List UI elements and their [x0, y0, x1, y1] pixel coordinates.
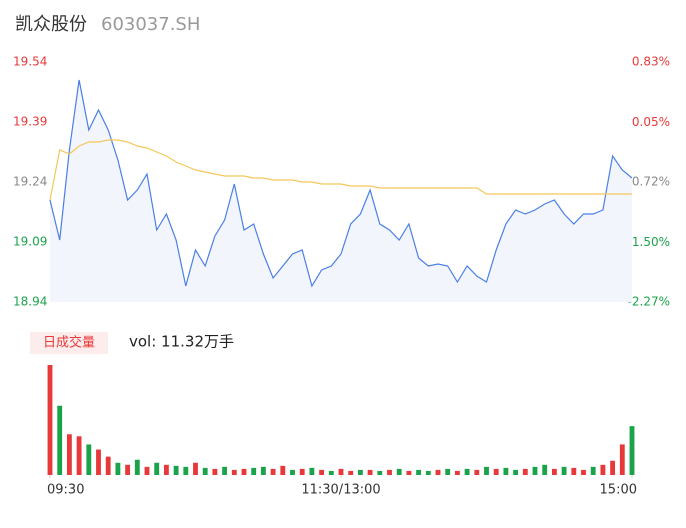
volume-bar — [522, 468, 528, 475]
volume-bar — [406, 470, 412, 475]
y2-tick-label: 0.05% — [632, 115, 670, 129]
volume-bar — [348, 470, 354, 475]
volume-total: vol: 11.32万手 — [129, 333, 234, 351]
volume-bar — [115, 462, 121, 475]
volume-bar — [173, 465, 179, 475]
volume-bar — [134, 459, 140, 475]
volume-bar — [86, 444, 92, 475]
volume-bar — [309, 467, 315, 475]
stock-code: 603037.SH — [101, 14, 200, 35]
volume-bar — [581, 469, 586, 475]
volume-bar — [319, 469, 325, 475]
volume-bar — [425, 470, 431, 475]
price-line — [49, 79, 633, 288]
volume-bar — [513, 469, 519, 475]
volume-bar — [299, 468, 305, 475]
volume-bar — [435, 469, 441, 475]
volume-bar — [260, 466, 266, 475]
volume-bar — [445, 468, 451, 475]
volume-bar — [493, 468, 499, 475]
volume-bar — [503, 467, 509, 475]
stock-name: 凯众股份 — [15, 14, 87, 35]
volume-bar — [231, 469, 237, 475]
volume-bar — [96, 449, 101, 475]
volume-bar — [610, 460, 616, 475]
volume-bar — [474, 469, 480, 475]
volume-bar — [396, 468, 402, 475]
volume-bar — [76, 436, 82, 475]
volume-bar — [144, 466, 150, 475]
volume-bar — [280, 465, 286, 475]
volume-bar — [387, 469, 392, 475]
volume-bar — [193, 462, 198, 475]
volume-bar — [222, 466, 228, 475]
x-tick-label: 09:30 — [47, 483, 84, 498]
volume-bar — [619, 444, 625, 475]
volume-bar — [154, 462, 160, 475]
volume-bar — [66, 434, 72, 475]
y-tick-label: 18.94 — [13, 295, 47, 309]
volume-bar — [532, 466, 538, 475]
volume-bar — [241, 468, 247, 475]
volume-bar — [338, 468, 344, 475]
volume-bar — [416, 469, 422, 475]
volume-bar — [561, 466, 567, 475]
volume-bar — [590, 466, 596, 475]
volume-bar — [367, 469, 373, 475]
volume-bar — [629, 426, 635, 475]
volume-bar — [57, 405, 63, 475]
volume-bar — [105, 456, 111, 475]
volume-bar — [202, 467, 208, 475]
volume-bar — [571, 467, 577, 475]
y2-tick-label: -2.27% — [628, 295, 670, 309]
volume-bar — [270, 468, 276, 475]
volume-bar — [377, 470, 383, 475]
y-tick-label: 19.39 — [13, 115, 47, 129]
volume-bar — [47, 365, 53, 475]
volume-bar — [357, 469, 363, 475]
y2-tick-label: -1.50% — [628, 235, 670, 249]
volume-bar — [542, 464, 548, 475]
volume-bar — [464, 468, 470, 475]
volume-bar — [183, 466, 189, 475]
volume-bar — [551, 468, 557, 475]
volume-bar — [328, 470, 334, 475]
price-area — [50, 80, 632, 302]
y-tick-label: 19.24 — [13, 175, 47, 189]
volume-bar — [454, 470, 460, 475]
y2-tick-label: 0.83% — [632, 55, 670, 69]
volume-bar — [212, 468, 218, 475]
x-tick-label: 11:30/13:00 — [301, 483, 380, 498]
volume-bar — [163, 464, 169, 475]
volume-bar — [600, 464, 606, 475]
x-tick-label: 15:00 — [600, 483, 637, 498]
volume-bar — [251, 467, 257, 475]
y-tick-label: 19.09 — [13, 235, 47, 249]
y2-tick-label: -0.72% — [628, 175, 670, 189]
volume-bar — [125, 464, 131, 475]
volume-bar — [290, 469, 295, 475]
volume-label-box — [30, 332, 108, 354]
volume-bar — [484, 466, 489, 475]
y-tick-label: 19.54 — [13, 55, 47, 69]
volume-label: 日成交量 — [43, 335, 95, 351]
average-line — [49, 139, 632, 201]
